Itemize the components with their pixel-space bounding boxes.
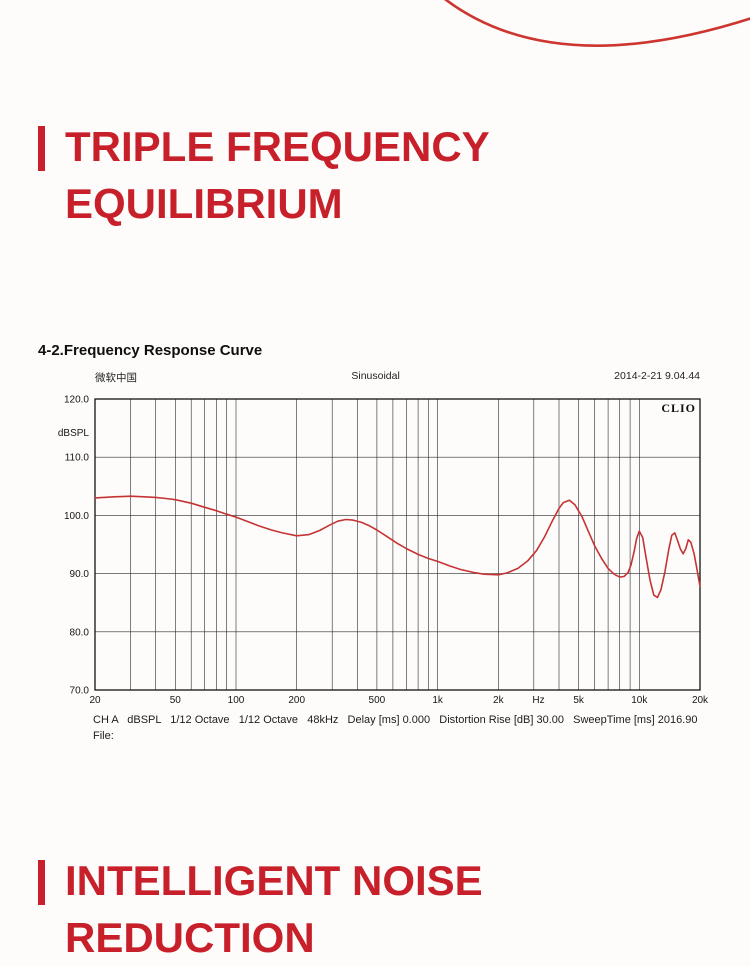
chart-header-left: 微软中国 bbox=[95, 372, 137, 384]
x-axis-unit-label: Hz bbox=[532, 695, 544, 706]
chart-plot: 120.0 110.0 100.0 90.0 80.0 70.0 dBSPL 20 50 100 2… bbox=[58, 395, 709, 707]
x-tick-label: 1k bbox=[432, 695, 444, 706]
x-tick-label: 200 bbox=[288, 695, 305, 706]
chart-header: 微软中国 Sinusoidal 2014-2-21 9.04.44 bbox=[95, 370, 700, 385]
y-axis-label: dBSPL bbox=[58, 428, 90, 439]
x-tick-label: 100 bbox=[228, 695, 245, 706]
x-tick-label: 500 bbox=[369, 695, 386, 706]
x-tick-label: 10k bbox=[631, 695, 648, 706]
heading1-line2: EQUILIBRIUM bbox=[65, 180, 343, 227]
frequency-response-chart: 微软中国 Sinusoidal 2014-2-21 9.04.44 120.0 1… bbox=[55, 370, 710, 742]
heading2-line1: INTELLIGENT NOISE bbox=[65, 857, 483, 904]
heading2-line2: REDUCTION bbox=[65, 914, 315, 961]
y-tick-label: 120.0 bbox=[64, 395, 89, 406]
accent-bar bbox=[38, 126, 45, 171]
y-tick-label: 100.0 bbox=[64, 511, 89, 522]
heading1-line1: TRIPLE FREQUENCY bbox=[65, 123, 490, 170]
x-tick-label: 20k bbox=[692, 695, 709, 706]
accent-bar bbox=[38, 860, 45, 905]
y-tick-label: 110.0 bbox=[65, 453, 90, 464]
chart-header-title: Sinusoidal bbox=[351, 370, 400, 382]
x-tick-label: 20 bbox=[89, 695, 101, 706]
clio-logo: CLIO bbox=[661, 401, 696, 415]
chart-footer-settings: CH A dBSPL 1/12 Octave 1/12 Octave 48kHz… bbox=[93, 714, 698, 726]
decorative-arc-path bbox=[444, 0, 750, 47]
decorative-arc bbox=[444, 0, 750, 47]
x-tick-label: 5k bbox=[573, 695, 585, 706]
x-tick-label: 2k bbox=[493, 695, 505, 706]
heading-triple-frequency: TRIPLE FREQUENCY EQUILIBRIUM bbox=[38, 118, 490, 232]
section-title: 4-2.Frequency Response Curve bbox=[38, 342, 263, 359]
y-tick-label: 90.0 bbox=[70, 569, 90, 580]
response-curve bbox=[94, 495, 701, 599]
chart-header-timestamp: 2014-2-21 9.04.44 bbox=[614, 370, 700, 382]
y-tick-label: 80.0 bbox=[70, 627, 90, 638]
y-tick-label: 70.0 bbox=[70, 686, 90, 697]
x-tick-label: 50 bbox=[170, 695, 182, 706]
plot-frame bbox=[94, 398, 701, 691]
chart-footer-file: File: bbox=[93, 730, 114, 742]
